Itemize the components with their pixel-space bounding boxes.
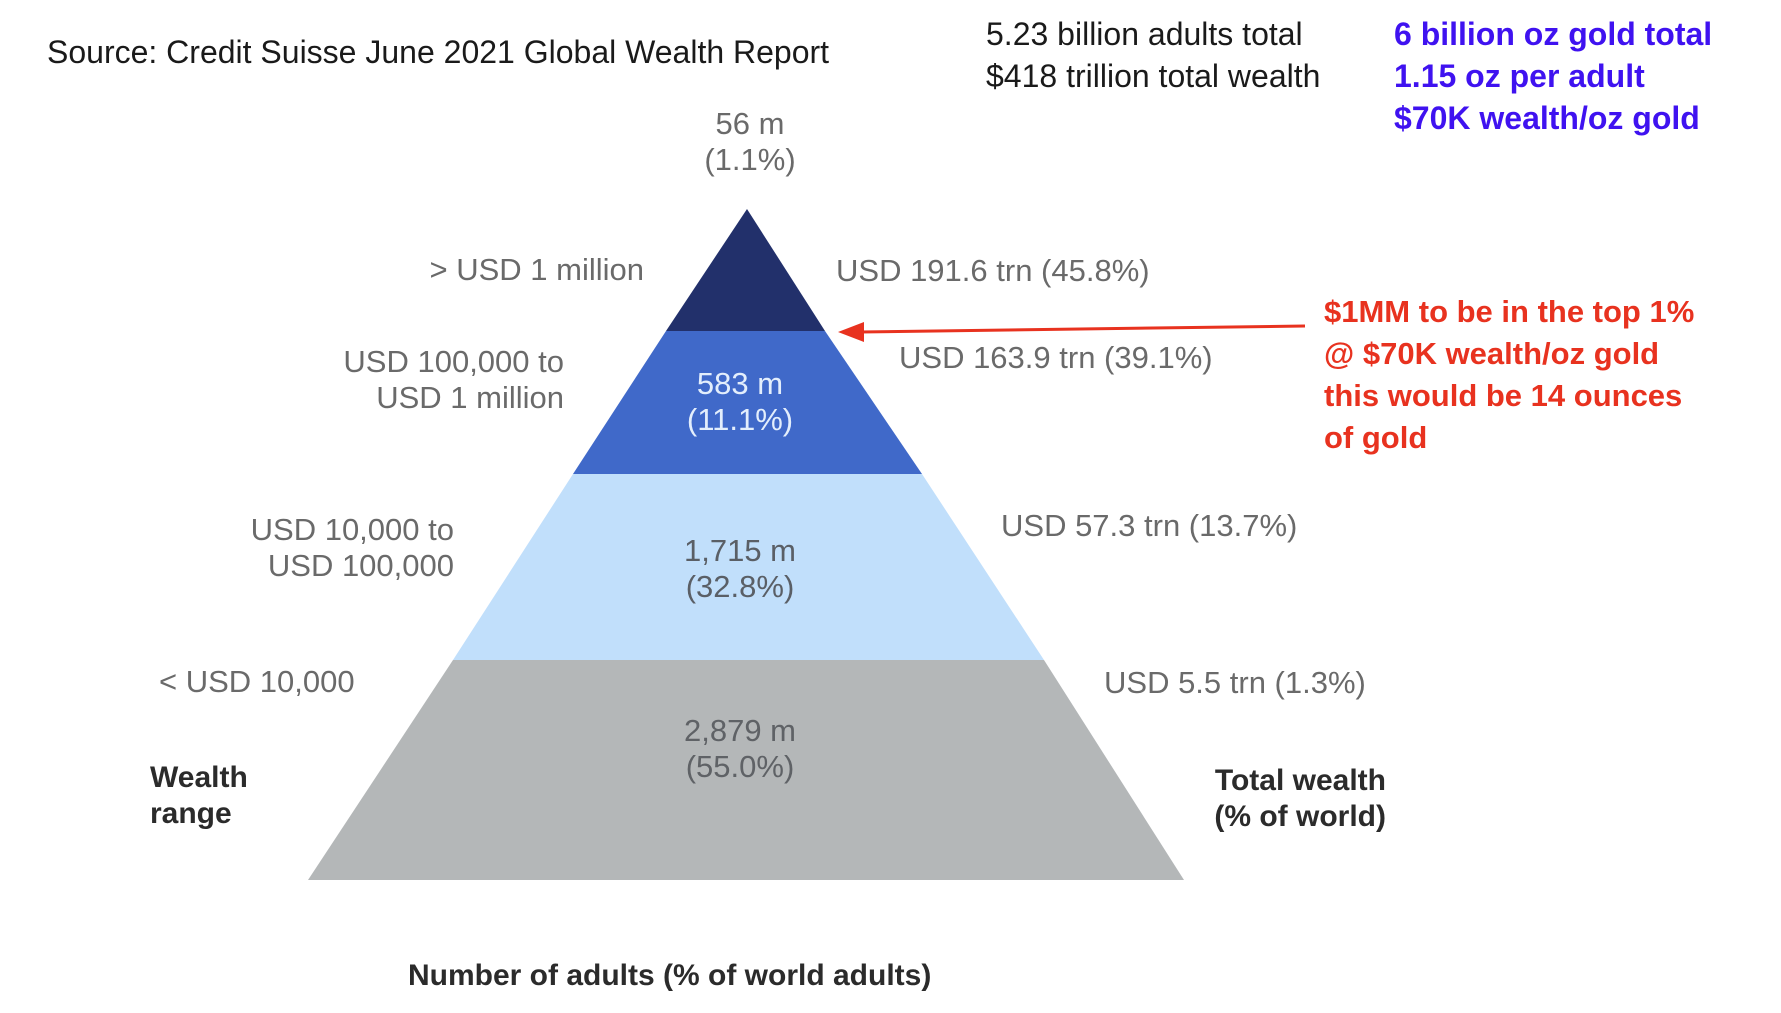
total-wealth-title-line-2: (% of world): [1214, 800, 1386, 833]
tier-4-wealth: USD 5.5 trn (1.3%): [1104, 665, 1366, 700]
tier-3-band: [453, 474, 1044, 660]
tier-3-range: USD 10,000 to USD 100,000: [180, 512, 454, 584]
tier-2-range-line-1: USD 100,000 to: [343, 344, 564, 379]
tier-2-adults-count: 583 m: [696, 366, 784, 401]
tier-4-band: [308, 660, 1184, 880]
tier-4-adults-pct: (55.0%): [685, 749, 795, 784]
annotation-text: $1MM to be in the top 1% @ $70K wealth/o…: [1324, 291, 1694, 459]
tier-3-range-line-1: USD 10,000 to: [250, 512, 454, 547]
totals-block: 5.23 billion adults total $418 trillion …: [986, 13, 1320, 97]
tier-1-range: > USD 1 million: [429, 252, 645, 287]
tier-1-wealth: USD 191.6 trn (45.8%): [836, 253, 1150, 288]
adults-axis-title: Number of adults (% of world adults): [408, 959, 932, 992]
tier-3-wealth: USD 57.3 trn (13.7%): [1001, 508, 1298, 543]
tier-1-adults-pct: (1.1%): [704, 142, 796, 177]
tier-2-adults-pct: (11.1%): [686, 402, 794, 437]
tier-2-range: USD 100,000 to USD 1 million: [280, 344, 564, 416]
annotation-line-4: of gold: [1324, 420, 1428, 455]
tier-1-adults: 56 m (1.1%): [700, 106, 800, 178]
total-wealth-title: Total wealth (% of world): [1150, 763, 1386, 835]
total-wealth-title-line-1: Total wealth: [1214, 764, 1386, 797]
gold-per-adult-text: 1.15 oz per adult: [1394, 58, 1645, 94]
tier-3-adults-count: 1,715 m: [683, 533, 796, 568]
gold-stats-block: 6 billion oz gold total 1.15 oz per adul…: [1394, 13, 1712, 139]
tier-1-adults-count: 56 m: [715, 106, 785, 141]
tier-3-adults-pct: (32.8%): [685, 569, 795, 604]
tier-2-wealth: USD 163.9 trn (39.1%): [899, 340, 1213, 375]
wealth-range-title-line-1: Wealth: [150, 761, 248, 794]
tier-2-band: [573, 331, 922, 474]
annotation-line-1: $1MM to be in the top 1%: [1324, 294, 1695, 329]
total-adults-text: 5.23 billion adults total: [986, 16, 1303, 52]
tier-1-band: [666, 209, 825, 331]
tier-3-adults: 1,715 m (32.8%): [650, 533, 830, 605]
tier-2-range-line-2: USD 1 million: [376, 380, 564, 415]
wealth-range-title-line-2: range: [150, 797, 232, 830]
tier-4-adults: 2,879 m (55.0%): [650, 713, 830, 785]
annotation-arrow-line: [859, 324, 1306, 334]
annotation-line-3: this would be 14 ounces: [1324, 378, 1683, 413]
annotation-arrowhead-icon: [838, 322, 864, 342]
wealth-range-title: Wealth range: [150, 760, 248, 832]
gold-total-text: 6 billion oz gold total: [1394, 16, 1713, 52]
source-caption: Source: Credit Suisse June 2021 Global W…: [47, 34, 830, 70]
tier-4-range: < USD 10,000: [159, 664, 355, 699]
tier-2-adults: 583 m (11.1%): [660, 366, 820, 438]
tier-4-adults-count: 2,879 m: [683, 713, 796, 748]
total-wealth-text: $418 trillion total wealth: [986, 58, 1321, 94]
wealth-per-oz-text: $70K wealth/oz gold: [1394, 100, 1700, 136]
annotation-line-2: @ $70K wealth/oz gold: [1324, 336, 1660, 371]
tier-3-range-line-2: USD 100,000: [267, 548, 454, 583]
